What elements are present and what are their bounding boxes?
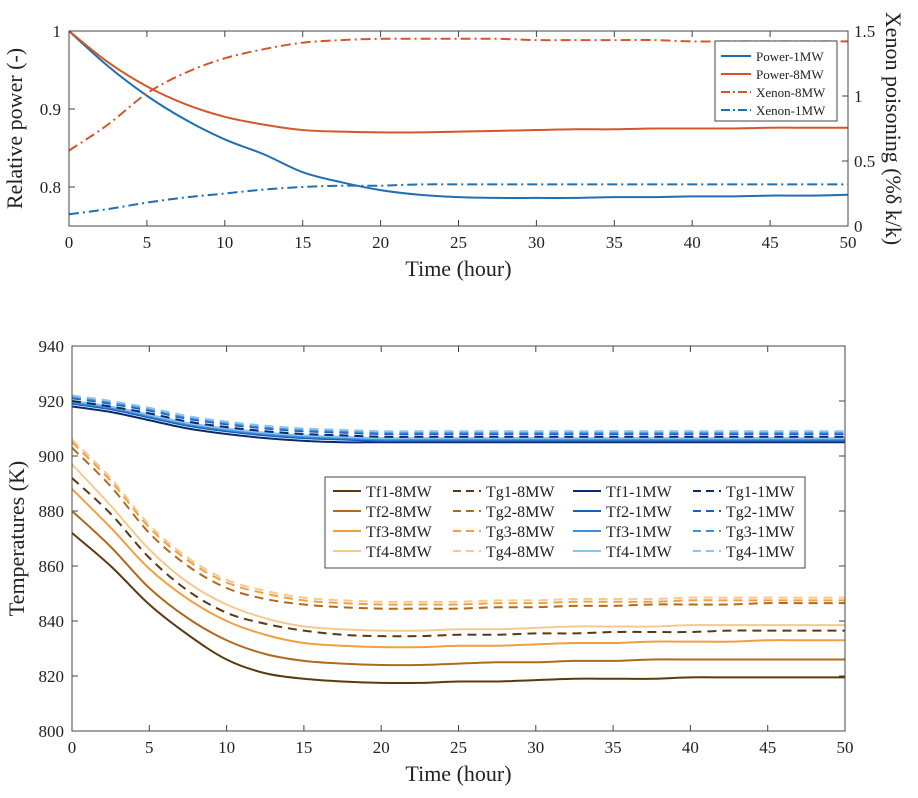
legend-label: Tg1-1MW	[726, 484, 795, 501]
y-tick-label: 880	[39, 502, 65, 521]
series-line-tf4-1mw	[72, 400, 845, 440]
x-tick-label: 50	[837, 738, 854, 757]
x-tick-label: 40	[682, 738, 699, 757]
x-tick-label: 5	[145, 738, 154, 757]
series-line-xenon-1mw	[69, 183, 848, 216]
x-tick-label: 35	[606, 233, 623, 252]
x-tick-label: 35	[605, 738, 622, 757]
y-tick-label: 0.9	[40, 100, 61, 119]
legend-label: Tf1-1MW	[606, 484, 673, 501]
legend-label: Tf1-8MW	[366, 484, 433, 501]
y-tick-label: 900	[39, 447, 65, 466]
series-line-tf4-8mw	[72, 463, 845, 632]
y-tick-label: 920	[39, 392, 65, 411]
panel-1: 0 5 10 15 20 25 30 35 40 45 500.80.9100.511.5Time …	[2, 12, 906, 281]
y-tick-label: 800	[39, 722, 65, 741]
legend-box	[714, 40, 838, 122]
legend-label: Tf3-1MW	[606, 524, 673, 541]
y-right-tick-label: 1.5	[854, 22, 875, 41]
y-right-axis-label: Xenon poisoning (%δ k/k)	[881, 12, 906, 245]
y-tick-label: 820	[39, 667, 65, 686]
y-axis-label: Relative power (-)	[2, 48, 27, 209]
x-tick-label: 40	[684, 233, 701, 252]
series-line-tf2-1mw	[72, 402, 845, 442]
series-line-tg1-8mw	[72, 477, 845, 638]
legend-label: Tg4-8MW	[486, 544, 555, 561]
series-line-tf3-8mw	[72, 488, 845, 649]
x-tick-label: 45	[762, 233, 779, 252]
panel-1-plot-frame	[68, 30, 849, 227]
series-line-tg1-1mw	[72, 400, 845, 438]
legend-label: Tf2-8MW	[366, 504, 433, 521]
y-right-tick-label: 0.5	[854, 152, 875, 171]
series-line-tg3-1mw	[72, 395, 845, 434]
y-right-tick-label: 0	[854, 217, 863, 236]
x-tick-label: 20	[372, 233, 389, 252]
x-tick-label: 10	[218, 738, 235, 757]
x-tick-label: 25	[450, 233, 467, 252]
legend: Power-1MW Power-8MW Xenon-8MW Xenon-1MW	[714, 40, 838, 122]
legend-label: Tg4-1MW	[726, 544, 795, 561]
legend-label: Tg1-8MW	[486, 484, 555, 501]
y-tick-label: 860	[39, 557, 65, 576]
x-tick-label: 50	[840, 233, 857, 252]
series-line-tf3-1mw	[72, 401, 845, 441]
y-tick-label: 1	[53, 22, 62, 41]
x-tick-label: 30	[527, 738, 544, 757]
y-tick-label: 0.8	[40, 178, 61, 197]
legend-label: Xenon-8MW	[756, 85, 826, 100]
legend-label: Tf2-1MW	[606, 504, 673, 521]
legend-label: Power-8MW	[756, 67, 824, 82]
series-line-power-8mw	[69, 31, 848, 134]
legend-label: Tf4-8MW	[366, 544, 433, 561]
series-line-power-1mw	[69, 31, 848, 199]
series-line-tg2-1mw	[72, 397, 845, 436]
legend-label: Tg2-8MW	[486, 504, 555, 521]
x-tick-label: 30	[528, 233, 545, 252]
x-tick-label: 15	[295, 738, 312, 757]
y-tick-label: 840	[39, 612, 65, 631]
x-tick-label: 0	[68, 738, 77, 757]
panel-2: 0 5 10 15 20 25 30 35 40 45 50 800 820 840 860 880 900 92…	[4, 337, 854, 786]
legend-label: Tg3-1MW	[726, 524, 795, 541]
x-tick-label: 15	[294, 233, 311, 252]
legend-label: Power-1MW	[756, 49, 824, 64]
series-line-tf1-1mw	[72, 405, 845, 444]
legend-label: Tf3-8MW	[366, 524, 433, 541]
legend: Tf1-8MW Tf2-8MW Tf3-8MW Tf4-8MW Tg1-8MW Tg2-8…	[324, 476, 806, 569]
y-axis-label: Temperatures (K)	[4, 461, 29, 616]
series-line-tf1-8mw	[72, 532, 845, 685]
legend-label: Tg2-1MW	[726, 504, 795, 521]
x-tick-label: 10	[216, 233, 233, 252]
panel-2-plot-frame	[71, 345, 846, 732]
x-axis-label: Time (hour)	[405, 256, 511, 281]
x-tick-label: 5	[143, 233, 152, 252]
series-line-tf2-8mw	[72, 510, 845, 667]
x-tick-label: 20	[373, 738, 390, 757]
x-tick-label: 45	[759, 738, 776, 757]
series-group	[72, 394, 845, 685]
y-tick-label: 940	[39, 337, 65, 356]
legend-label: Xenon-1MW	[756, 103, 826, 118]
legend-box	[324, 476, 806, 569]
x-tick-label: 0	[65, 233, 74, 252]
series-group	[69, 31, 848, 216]
x-axis-label: Time (hour)	[405, 761, 511, 786]
y-right-tick-label: 1	[854, 87, 863, 106]
x-tick-label: 25	[450, 738, 467, 757]
legend-label: Tg3-8MW	[486, 524, 555, 541]
series-line-tg4-1mw	[72, 394, 845, 433]
legend-label: Tf4-1MW	[606, 544, 673, 561]
